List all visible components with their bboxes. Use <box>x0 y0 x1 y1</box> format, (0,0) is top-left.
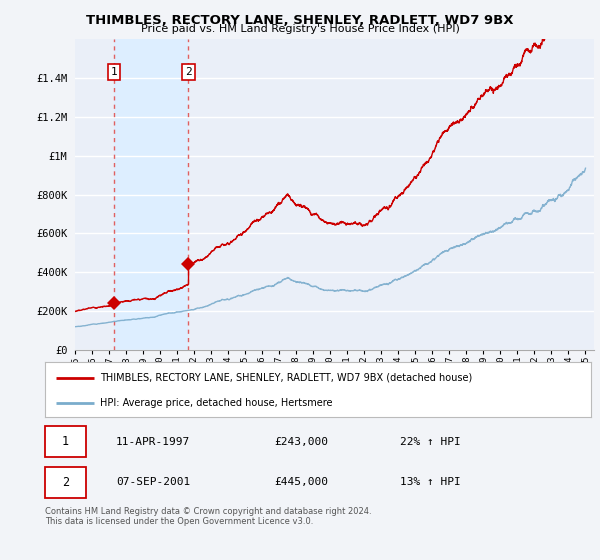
Text: 2: 2 <box>62 476 69 489</box>
Text: THIMBLES, RECTORY LANE, SHENLEY, RADLETT, WD7 9BX: THIMBLES, RECTORY LANE, SHENLEY, RADLETT… <box>86 14 514 27</box>
Text: 11-APR-1997: 11-APR-1997 <box>116 437 190 447</box>
Text: £445,000: £445,000 <box>274 477 328 487</box>
Text: 22% ↑ HPI: 22% ↑ HPI <box>400 437 461 447</box>
Text: Contains HM Land Registry data © Crown copyright and database right 2024.
This d: Contains HM Land Registry data © Crown c… <box>45 507 371 526</box>
FancyBboxPatch shape <box>45 426 86 458</box>
Text: £243,000: £243,000 <box>274 437 328 447</box>
Text: Price paid vs. HM Land Registry's House Price Index (HPI): Price paid vs. HM Land Registry's House … <box>140 24 460 34</box>
Text: HPI: Average price, detached house, Hertsmere: HPI: Average price, detached house, Hert… <box>100 399 332 408</box>
FancyBboxPatch shape <box>45 466 86 498</box>
Text: THIMBLES, RECTORY LANE, SHENLEY, RADLETT, WD7 9BX (detached house): THIMBLES, RECTORY LANE, SHENLEY, RADLETT… <box>100 373 472 382</box>
Text: 07-SEP-2001: 07-SEP-2001 <box>116 477 190 487</box>
Text: 13% ↑ HPI: 13% ↑ HPI <box>400 477 461 487</box>
Text: 1: 1 <box>110 67 117 77</box>
Text: 1: 1 <box>62 435 69 448</box>
Text: 2: 2 <box>185 67 192 77</box>
Bar <box>114 39 188 350</box>
